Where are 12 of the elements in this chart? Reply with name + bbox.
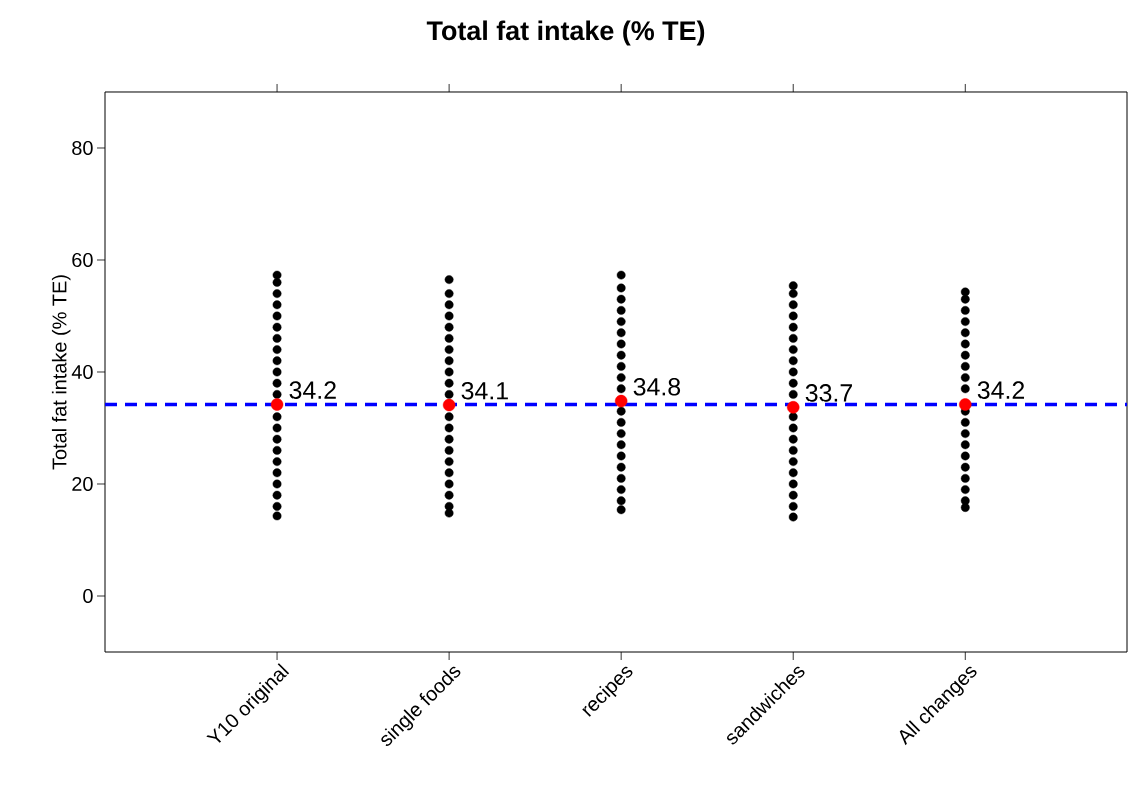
y-tick-label: 80 — [72, 140, 93, 156]
y-tick-label: 20 — [72, 476, 93, 492]
y-axis-title: Total fat intake (% TE) — [51, 275, 71, 470]
data-label: 34.2 — [977, 381, 1025, 399]
data-label: 34.8 — [633, 377, 681, 396]
data-label: 34.1 — [461, 381, 508, 400]
data-label: 34.2 — [289, 381, 336, 399]
y-tick-label: 0 — [83, 588, 93, 604]
y-tick-label: 60 — [72, 252, 93, 268]
y-tick-label: 40 — [71, 364, 93, 380]
chart-title: Total fat intake (% TE) — [426, 20, 705, 46]
data-label: 33.7 — [805, 384, 852, 402]
